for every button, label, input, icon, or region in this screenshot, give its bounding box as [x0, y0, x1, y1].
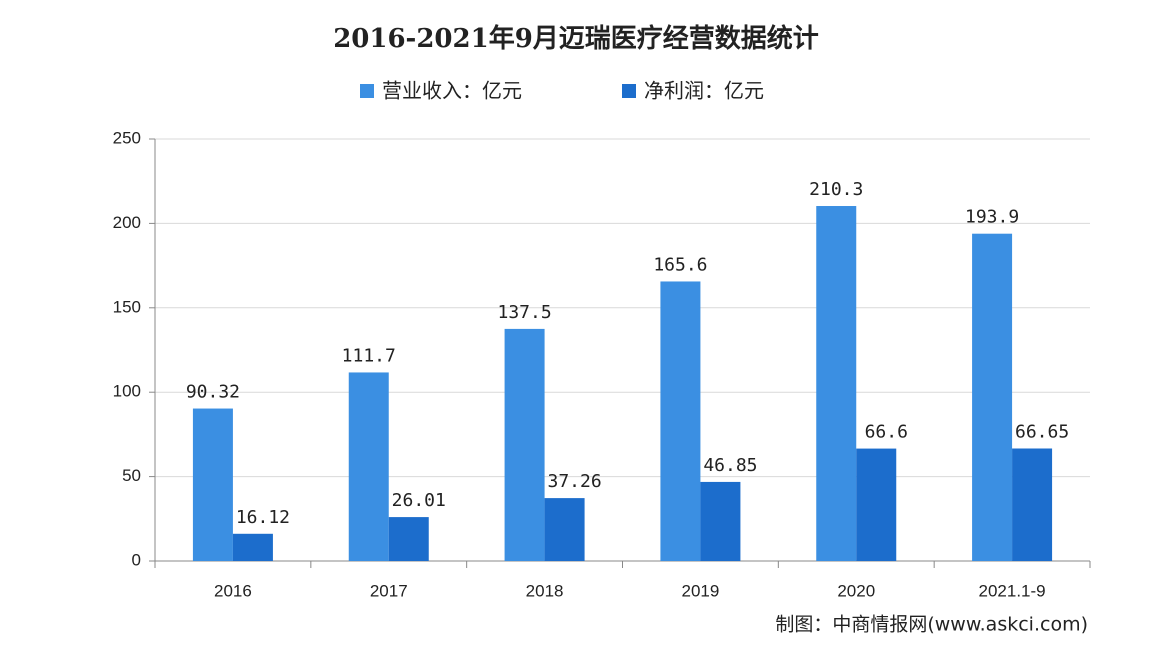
bar [816, 206, 857, 561]
x-tick-label: 2017 [370, 581, 408, 600]
value-label: 210.3 [809, 179, 863, 200]
value-label: 26.01 [392, 490, 446, 511]
bar [388, 517, 429, 561]
value-label: 66.6 [865, 422, 908, 443]
value-label: 16.12 [236, 507, 290, 528]
y-tick-label: 0 [132, 550, 141, 569]
value-label: 165.6 [653, 254, 707, 275]
bar [544, 498, 585, 561]
bar [504, 328, 545, 561]
x-tick-label: 2021.1-9 [979, 581, 1046, 600]
bar [348, 372, 389, 561]
legend-label: 净利润：亿元 [644, 79, 764, 103]
bar [1012, 448, 1053, 561]
y-tick-label: 100 [113, 382, 141, 401]
value-label: 46.85 [703, 455, 757, 476]
x-tick-label: 2019 [682, 581, 720, 600]
y-tick-label: 200 [113, 213, 141, 232]
bar [856, 448, 897, 561]
bar [192, 408, 233, 561]
y-tick-label: 250 [113, 128, 141, 147]
value-label: 137.5 [497, 302, 551, 323]
y-tick-label: 150 [113, 297, 141, 316]
x-tick-label: 2016 [214, 581, 252, 600]
value-label: 37.26 [547, 471, 601, 492]
y-tick-label: 50 [122, 466, 141, 485]
bar [660, 281, 701, 561]
value-label: 90.32 [186, 382, 240, 403]
legend-swatch [360, 84, 374, 98]
value-label: 66.65 [1015, 421, 1069, 442]
bar [232, 533, 273, 561]
value-label: 111.7 [342, 345, 396, 366]
chart-title: 2016-2021年9月迈瑞医疗经营数据统计 [333, 23, 819, 54]
bar [972, 233, 1013, 562]
legend-swatch [622, 84, 636, 98]
bar [700, 481, 741, 561]
legend-label: 营业收入：亿元 [382, 79, 522, 103]
x-tick-label: 2020 [837, 581, 875, 600]
x-tick-label: 2018 [526, 581, 564, 600]
source: 制图：中商情报网(www.askci.com) [775, 614, 1088, 636]
value-label: 193.9 [965, 207, 1019, 228]
